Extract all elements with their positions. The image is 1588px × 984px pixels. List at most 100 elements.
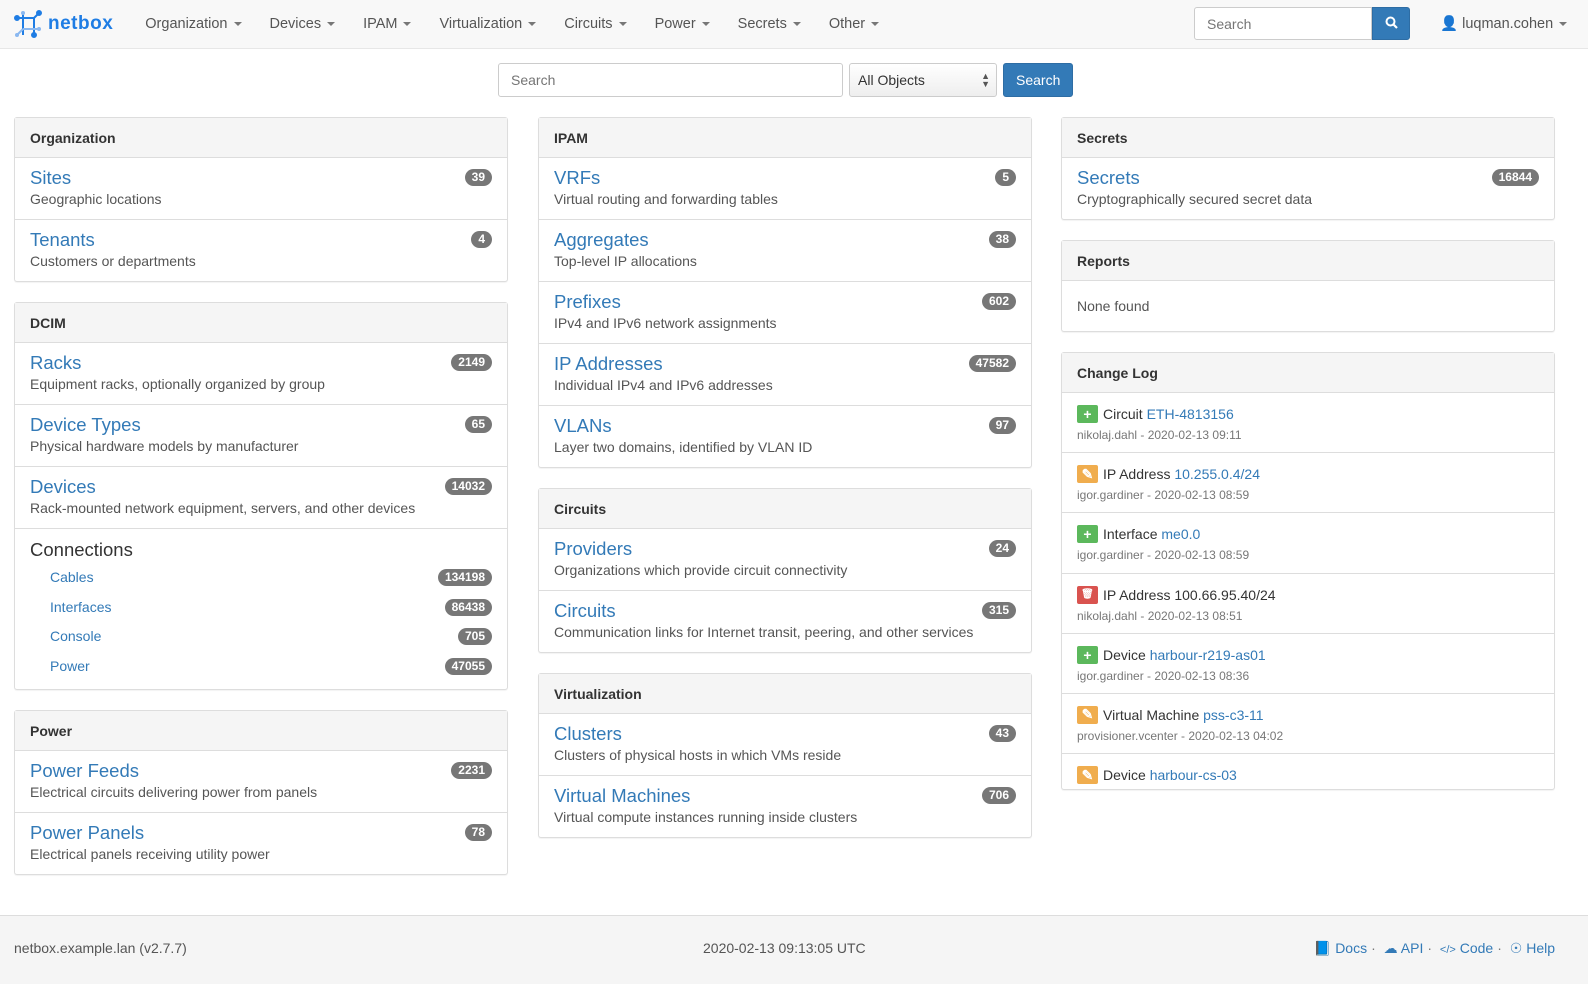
item-link[interactable]: VRFs — [554, 167, 601, 188]
item-description: Clusters of physical hosts in which VMs … — [554, 747, 842, 763]
netbox-logo[interactable]: netbox — [14, 10, 113, 38]
footer-code-link[interactable]: </> Code — [1439, 940, 1494, 956]
panel-change-log: Change Log + Circuit ETH-4813156 nikolaj.da… — [1061, 352, 1555, 790]
count-badge: 65 — [464, 416, 492, 433]
object-type-select[interactable]: All Objects ▲ ▼ — [849, 63, 997, 97]
item-link[interactable]: Virtual Machines — [554, 785, 691, 806]
panel-dcim: DCIM Racks 2149 Equipment racks, optionally… — [14, 302, 508, 690]
user-menu[interactable]: 👤 luqman.cohen — [1440, 15, 1568, 32]
changelog-entry: ✎ Virtual Machine pss-c3-11 provisioner.vc… — [1062, 694, 1554, 755]
item-link[interactable]: Sites — [30, 167, 72, 188]
panel-heading: Reports — [1062, 241, 1554, 281]
column-right: Secrets Secrets 16844 Cryptographically sec… — [1061, 117, 1555, 810]
object-link[interactable]: pss-c3-11 — [1203, 706, 1264, 723]
panel-item-vlans: VLANs 97 Layer two domains, identified by … — [539, 406, 1031, 467]
panel-item-power-panels: Power Panels 78 Electrical panels receivin… — [15, 813, 507, 874]
object-link[interactable]: harbour-r219-as01 — [1149, 646, 1266, 663]
count-badge: 2231 — [451, 762, 492, 779]
changelog-title: ✎ Device harbour-cs-03 — [1077, 766, 1539, 785]
nav-menu-secrets[interactable]: Secrets — [724, 16, 815, 32]
item-link[interactable]: Aggregates — [554, 229, 649, 250]
changelog-title: 🗑 IP Address 100.66.95.40/24 — [1077, 585, 1539, 604]
footer-links: 📘 Docs · ☁ API · </> Code · ☉ Help — [1313, 940, 1555, 956]
changelog-list[interactable]: + Circuit ETH-4813156 nikolaj.dahl - 2020-… — [1062, 393, 1554, 789]
main-search-input[interactable] — [498, 63, 843, 97]
top-navbar: netbox Organization Devices IPAM Virtualiza… — [0, 0, 1588, 49]
nav-menu-ipam[interactable]: IPAM — [349, 16, 425, 32]
item-description: Virtual routing and forwarding tables — [554, 191, 778, 207]
object-type: Circuit — [1103, 406, 1143, 422]
count-badge: 4 — [471, 231, 492, 248]
main-search-button[interactable]: Search — [1003, 63, 1074, 97]
object-link[interactable]: ETH-4813156 — [1146, 406, 1234, 422]
item-description: Layer two domains, identified by VLAN ID — [554, 439, 813, 455]
panel-item-prefixes: Prefixes 602 IPv4 and IPv6 network assignm… — [539, 282, 1031, 344]
panel-virtualization: Virtualization Clusters 43 Clusters of phys… — [538, 673, 1032, 838]
nav-menu-devices[interactable]: Devices — [256, 16, 350, 32]
footer-docs-link[interactable]: 📘 Docs — [1313, 940, 1368, 956]
item-description: Top-level IP allocations — [554, 253, 697, 269]
count-badge: 47582 — [968, 355, 1016, 372]
panel-item-clusters: Clusters 43 Clusters of physical hosts in … — [539, 714, 1031, 776]
panel-circuits: Circuits Providers 24 Organizations which p… — [538, 488, 1032, 653]
nav-menu-circuits[interactable]: Circuits — [550, 16, 640, 32]
select-arrows-icon: ▲ ▼ — [981, 71, 990, 89]
book-icon: 📘 — [1313, 940, 1332, 956]
item-description: Electrical circuits delivering power fro… — [30, 784, 318, 800]
column-middle: IPAM VRFs 5 Virtual routing and forwarding … — [538, 117, 1032, 858]
caret-down-icon — [701, 22, 710, 27]
item-link[interactable]: Racks — [30, 352, 82, 373]
object-link[interactable]: harbour-cs-03 — [1149, 767, 1237, 784]
panel-item-ip-addresses: IP Addresses 47582 Individual IPv4 and IPv… — [539, 344, 1031, 406]
object-type: IP Address — [1103, 466, 1171, 483]
caret-down-icon — [792, 22, 801, 27]
nav-search-button[interactable] — [1372, 7, 1410, 40]
panel-heading: DCIM — [15, 303, 507, 343]
item-link[interactable]: Prefixes — [554, 291, 621, 312]
object-link[interactable]: me0.0 — [1161, 526, 1201, 543]
footer-help-link[interactable]: ☉ Help — [1509, 940, 1555, 956]
connection-link[interactable]: Cables — [50, 569, 94, 585]
changelog-entry: + Interface me0.0 igor.gardiner - 2020-02-… — [1062, 513, 1554, 574]
connection-link[interactable]: Power — [50, 657, 90, 674]
item-link[interactable]: Device Types — [30, 414, 141, 435]
nav-menu-other[interactable]: Other — [815, 16, 893, 32]
item-link[interactable]: Power Feeds — [30, 760, 139, 781]
item-link[interactable]: Power Panels — [30, 822, 145, 843]
panel-item-tenants: Tenants 4 Customers or departments — [15, 220, 507, 281]
item-link[interactable]: Providers — [554, 538, 633, 559]
nav-menu-virtualization[interactable]: Virtualization — [425, 16, 550, 32]
caret-down-icon — [871, 22, 880, 27]
panel-heading: Organization — [15, 118, 507, 158]
footer-api-link[interactable]: ☁ API — [1383, 940, 1424, 956]
panel-item-power-feeds: Power Feeds 2231 Electrical circuits deliv… — [15, 751, 507, 813]
caret-down-icon — [233, 22, 242, 27]
item-link[interactable]: Circuits — [554, 600, 616, 621]
connections-section: Connections Cables 134198 Interfaces 86438 Co… — [15, 529, 507, 689]
object-type: Interface — [1103, 526, 1158, 543]
object-link[interactable]: 10.255.0.4/24 — [1174, 466, 1260, 483]
nav-search-input[interactable] — [1194, 7, 1372, 40]
connection-item-interfaces: Interfaces 86438 — [30, 595, 492, 625]
item-link[interactable]: Tenants — [30, 229, 95, 250]
item-description: Virtual compute instances running inside… — [554, 809, 858, 825]
column-left: Organization Sites 39 Geographic locations T… — [14, 117, 508, 895]
nav-menu-power[interactable]: Power — [641, 16, 724, 32]
connection-link[interactable]: Console — [50, 628, 102, 644]
item-link[interactable]: Devices — [30, 476, 96, 497]
panel-item-racks: Racks 2149 Equipment racks, optionally org… — [15, 343, 507, 405]
item-link[interactable]: Clusters — [554, 723, 622, 744]
nav-menu-label: IPAM — [363, 16, 398, 32]
connection-link[interactable]: Interfaces — [50, 598, 112, 615]
nav-menu-organization[interactable]: Organization — [131, 16, 255, 32]
panel-item-virtual-machines: Virtual Machines 706 Virtual compute insta… — [539, 776, 1031, 837]
nav-menu-label: Other — [828, 16, 866, 32]
panel-secrets: Secrets Secrets 16844 Cryptographically sec… — [1061, 117, 1555, 220]
panel-heading: Virtualization — [539, 674, 1031, 714]
connections-title: Connections — [30, 539, 133, 560]
search-icon — [1385, 16, 1398, 29]
nav-menu-label: Organization — [145, 16, 228, 32]
item-link[interactable]: Secrets — [1077, 167, 1140, 188]
item-link[interactable]: VLANs — [554, 415, 612, 436]
item-link[interactable]: IP Addresses — [554, 353, 663, 374]
